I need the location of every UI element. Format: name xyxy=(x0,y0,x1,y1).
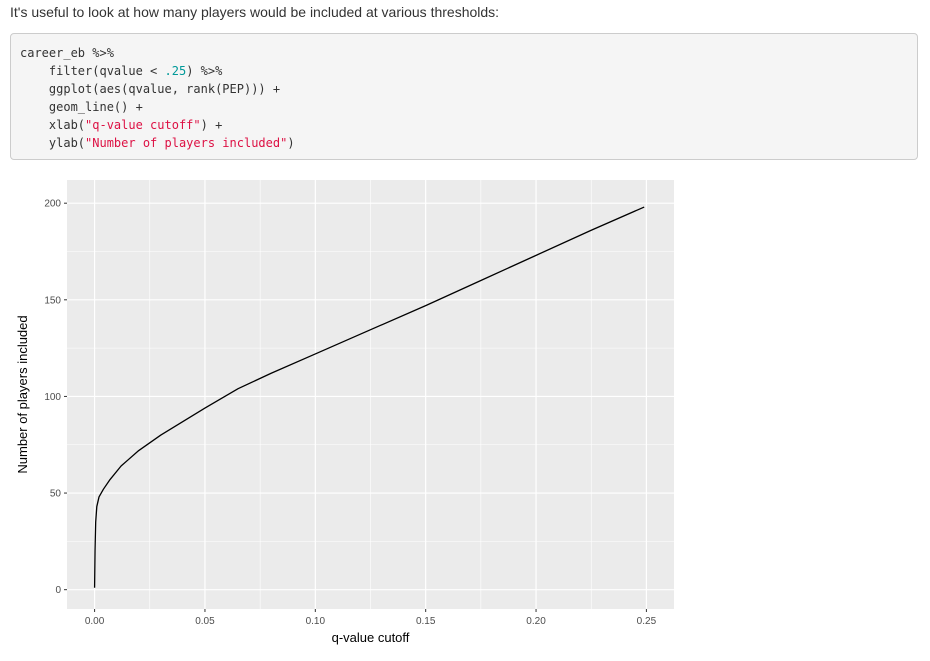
code-text: ylab( xyxy=(20,136,86,150)
code-text: ) xyxy=(287,136,295,150)
code-text: xlab( xyxy=(20,118,86,132)
code-text: ) + xyxy=(200,118,223,132)
line-chart: 0.00 0.05 0.10 0.15 0.20 0.25 0 50 100 150 200 q-va… xyxy=(15,180,674,645)
y-tick-label: 100 xyxy=(44,392,61,403)
code-text: ) %>% xyxy=(186,64,223,78)
intro-text: It's useful to look at how many players … xyxy=(10,4,500,20)
code-number: .25 xyxy=(164,64,187,78)
x-tick-label: 0.20 xyxy=(526,616,546,627)
x-tick-label: 0.05 xyxy=(195,616,215,627)
x-tick-label: 0.25 xyxy=(637,616,657,627)
code-string: "q-value cutoff" xyxy=(85,118,201,132)
code-line: geom_line() + xyxy=(20,98,908,116)
y-tick-label: 150 xyxy=(44,295,61,306)
series-line xyxy=(93,206,645,588)
code-line: ylab("Number of players included") xyxy=(20,134,908,152)
code-text: ggplot(aes(qvalue, rank(PEP))) + xyxy=(20,82,281,96)
x-tick-label: 0.15 xyxy=(416,616,436,627)
y-tick-label: 50 xyxy=(50,489,62,500)
code-line: career_eb %>% xyxy=(20,44,908,62)
x-axis-title: q-value cutoff xyxy=(332,630,410,645)
y-tick-label: 0 xyxy=(55,585,61,596)
x-tick-label: 0.10 xyxy=(306,616,326,627)
x-tick-label: 0.00 xyxy=(85,616,105,627)
code-string: "Number of players included" xyxy=(85,136,288,150)
code-line: filter(qvalue < .25) %>% xyxy=(20,62,908,80)
code-line: ggplot(aes(qvalue, rank(PEP))) + xyxy=(20,80,908,98)
y-axis-title: Number of players included xyxy=(15,315,30,473)
y-tick-label: 200 xyxy=(44,199,61,210)
code-text: filter(qvalue < xyxy=(20,64,165,78)
code-line: xlab("q-value cutoff") + xyxy=(20,116,908,134)
code-text: geom_line() + xyxy=(20,100,143,114)
plot-container: 0.00 0.05 0.10 0.15 0.20 0.25 0 50 100 150 200 q-va… xyxy=(0,165,690,660)
code-text: career_eb %>% xyxy=(20,46,114,60)
code-block: career_eb %>% filter(qvalue < .25) %>% g… xyxy=(10,33,918,160)
